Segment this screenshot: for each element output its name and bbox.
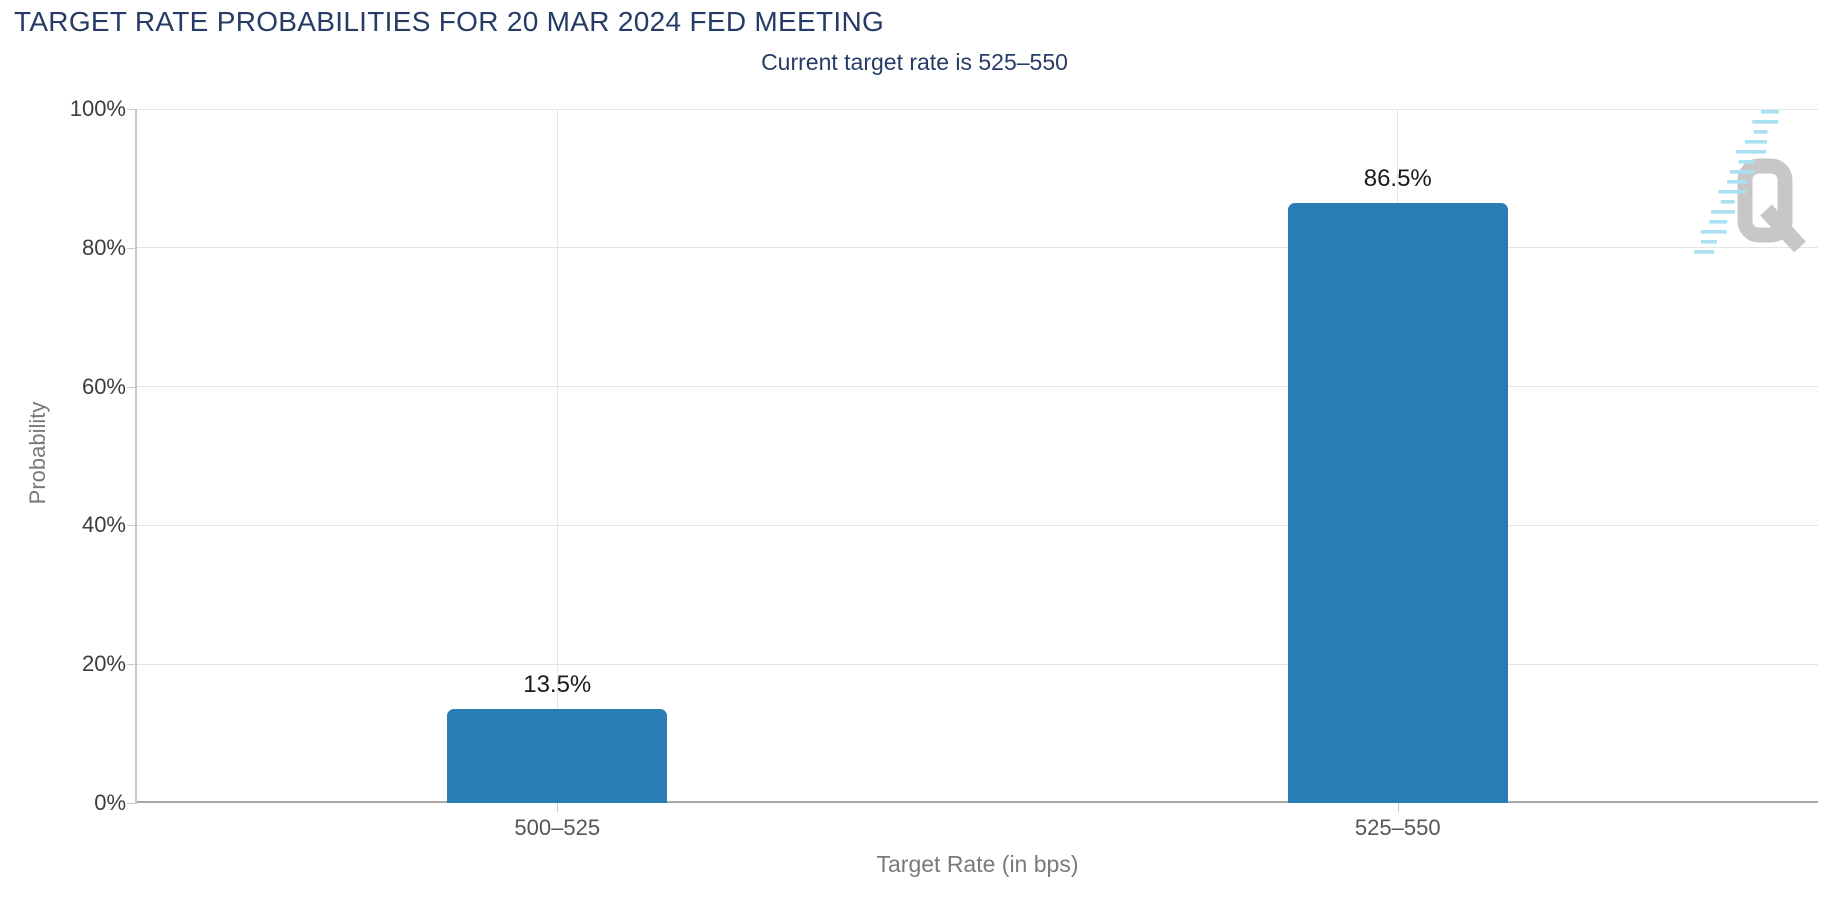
watermark-dash [1752, 120, 1779, 124]
quikstrike-watermark-icon [1694, 110, 1806, 254]
probability-bar[interactable] [1287, 202, 1508, 803]
y-tick-label: 0% [94, 790, 126, 815]
y-gridline [137, 108, 1818, 110]
watermark-dash [1744, 140, 1767, 144]
watermark-dash [1738, 160, 1755, 164]
y-tick-mark [127, 247, 137, 249]
watermark-q-tail [1760, 204, 1806, 253]
y-tick-label: 20% [81, 651, 126, 677]
x-axis-line [137, 801, 1818, 803]
x-category-label: 525–550 [1354, 815, 1441, 840]
watermark-dash [1753, 130, 1768, 134]
bar-value-label: 86.5% [1363, 164, 1432, 192]
x-tick-mark [1397, 803, 1399, 812]
y-tick-mark [127, 525, 137, 527]
watermark-dash [1729, 170, 1754, 174]
y-tick-label: 60% [81, 373, 126, 399]
y-tick-label: 100% [69, 96, 126, 121]
y-tick-label: 80% [81, 234, 126, 260]
y-axis-line [135, 109, 137, 803]
bar-value-label: 13.5% [523, 671, 592, 699]
watermark-dash [1718, 190, 1747, 194]
y-gridline [137, 247, 1818, 249]
y-tick-label: 40% [81, 512, 126, 538]
watermark-dash [1761, 110, 1779, 114]
watermark-dash [1709, 220, 1728, 224]
x-tick-mark [557, 803, 559, 812]
x-gridline [556, 109, 558, 803]
y-tick-mark [127, 386, 137, 388]
y-gridline [137, 663, 1818, 665]
watermark-dash [1700, 230, 1727, 234]
y-gridline [137, 386, 1818, 388]
watermark-dash [1694, 250, 1715, 254]
watermark-dash [1700, 240, 1717, 244]
watermark-dash [1711, 210, 1735, 214]
chart-title: TARGET RATE PROBABILITIES FOR 20 MAR 202… [14, 6, 885, 37]
watermark-dash [1720, 200, 1735, 204]
x-category-label: 500–525 [514, 815, 601, 840]
y-tick-mark [127, 803, 137, 804]
watermark-dash [1736, 150, 1767, 154]
y-tick-mark [127, 664, 137, 666]
y-gridline [137, 524, 1818, 526]
x-axis-title: Target Rate (in bps) [876, 851, 1079, 877]
y-tick-mark [127, 109, 137, 110]
probability-bar[interactable] [447, 709, 668, 803]
watermark-q-ring [1737, 158, 1793, 243]
watermark-dash [1727, 180, 1748, 184]
chart-subtitle: Current target rate is 525–550 [761, 49, 1068, 75]
